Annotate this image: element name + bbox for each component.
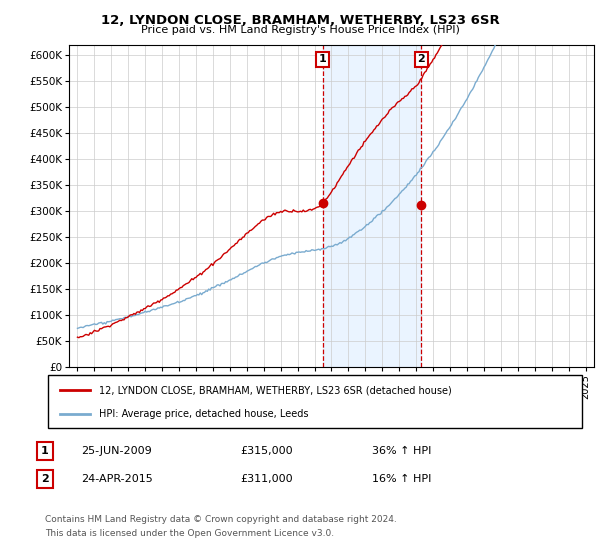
Text: 12, LYNDON CLOSE, BRAMHAM, WETHERBY, LS23 6SR: 12, LYNDON CLOSE, BRAMHAM, WETHERBY, LS2… [101,14,499,27]
Text: 2: 2 [41,474,49,484]
Text: £315,000: £315,000 [240,446,293,456]
Text: This data is licensed under the Open Government Licence v3.0.: This data is licensed under the Open Gov… [45,529,334,538]
Text: 1: 1 [319,54,326,64]
Text: 25-JUN-2009: 25-JUN-2009 [81,446,152,456]
Text: 2: 2 [418,54,425,64]
Text: Price paid vs. HM Land Registry's House Price Index (HPI): Price paid vs. HM Land Registry's House … [140,25,460,35]
Text: 1: 1 [41,446,49,456]
Text: 12, LYNDON CLOSE, BRAMHAM, WETHERBY, LS23 6SR (detached house): 12, LYNDON CLOSE, BRAMHAM, WETHERBY, LS2… [99,385,452,395]
Text: 36% ↑ HPI: 36% ↑ HPI [372,446,431,456]
Text: 16% ↑ HPI: 16% ↑ HPI [372,474,431,484]
Text: 24-APR-2015: 24-APR-2015 [81,474,153,484]
Text: £311,000: £311,000 [240,474,293,484]
Bar [323,45,421,367]
Text: HPI: Average price, detached house, Leeds: HPI: Average price, detached house, Leed… [99,408,308,418]
Text: Contains HM Land Registry data © Crown copyright and database right 2024.: Contains HM Land Registry data © Crown c… [45,515,397,524]
